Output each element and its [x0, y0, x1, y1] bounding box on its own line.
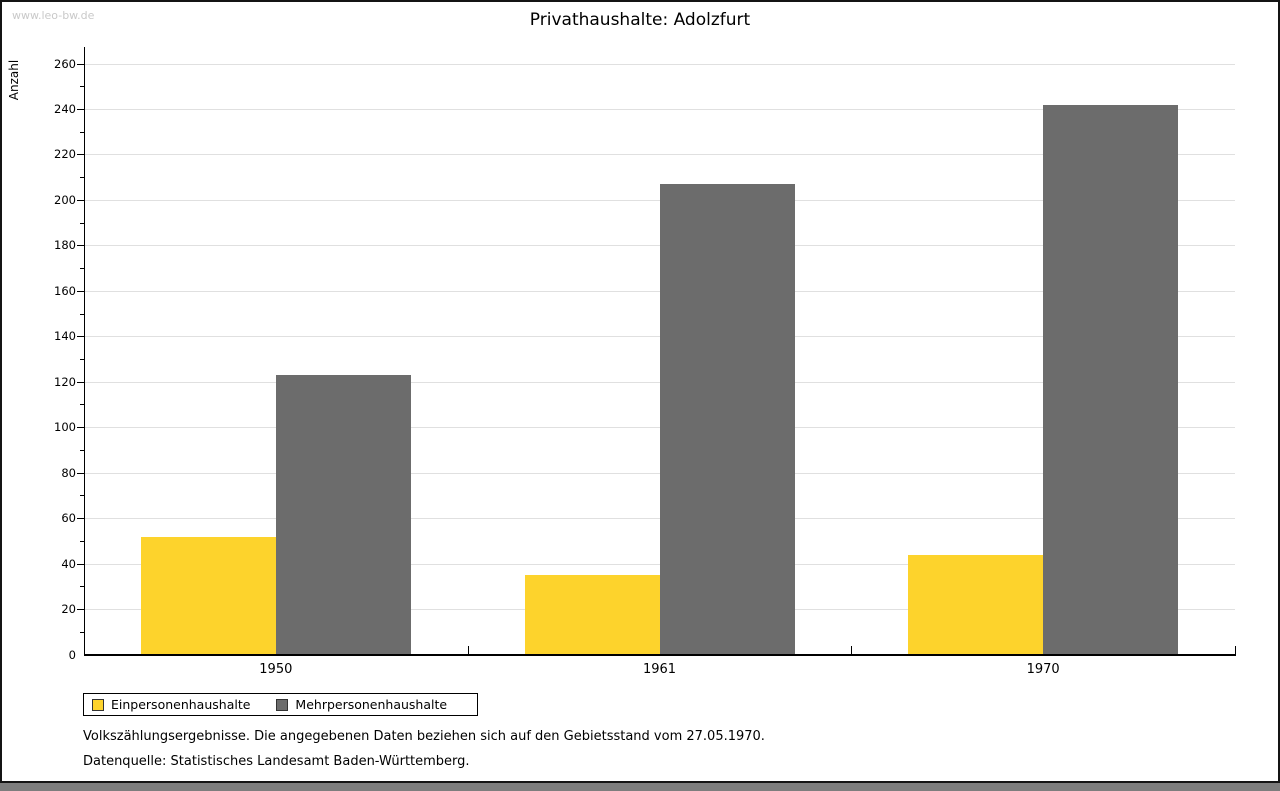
y-major-tick [77, 290, 84, 292]
y-tick-label: 240 [54, 101, 76, 116]
watermark: www.leo-bw.de [12, 9, 95, 22]
y-minor-tick [80, 313, 84, 315]
bar-einpersonenhaushalte-1950 [140, 536, 276, 655]
footnote-datenquelle: Datenquelle: Statistisches Landesamt Bad… [83, 754, 470, 769]
y-minor-tick [80, 586, 84, 588]
y-major-tick [77, 609, 84, 611]
x-tick-label: 1961 [642, 662, 677, 677]
y-gridline [84, 108, 1235, 110]
y-major-tick [77, 518, 84, 520]
y-major-tick [77, 381, 84, 383]
bar-mehrpersonenhaushalte-1950 [275, 375, 411, 655]
y-tick-label: 0 [68, 647, 76, 662]
y-minor-tick [80, 404, 84, 406]
y-major-tick [77, 154, 84, 156]
x-axis-tick [851, 646, 853, 655]
x-axis-tick [467, 646, 469, 655]
y-minor-tick [80, 222, 84, 224]
y-gridline [84, 154, 1235, 156]
y-axis-line [84, 47, 85, 655]
y-minor-tick [80, 495, 84, 497]
y-tick-label: 80 [61, 465, 76, 480]
legend: Einpersonenhaushalte Mehrpersonenhaushal… [83, 693, 478, 716]
x-axis-tick [1235, 646, 1236, 655]
x-tick-label: 1970 [1026, 662, 1060, 677]
y-tick-label: 40 [61, 556, 76, 571]
y-tick-label: 140 [54, 329, 76, 344]
y-tick-label: 160 [54, 283, 76, 298]
bottom-scrollbar-strip [0, 783, 1280, 791]
bar-einpersonenhaushalte-1961 [524, 575, 660, 655]
x-axis-line [84, 654, 1236, 656]
y-tick-label: 180 [54, 238, 76, 253]
bar-einpersonenhaushalte-1970 [908, 554, 1044, 655]
y-gridline [84, 63, 1235, 65]
legend-swatch-einpersonenhaushalte [92, 698, 104, 711]
y-major-tick [77, 63, 84, 65]
y-tick-label: 220 [54, 147, 76, 162]
page-title: Privathaushalte: Adolzfurt [529, 10, 751, 30]
y-minor-tick [80, 359, 84, 360]
y-minor-tick [80, 86, 84, 88]
legend-swatch-mehrpersonenhaushalte [276, 698, 289, 711]
y-major-tick [77, 199, 84, 201]
y-minor-tick [80, 631, 84, 633]
y-tick-label: 200 [54, 192, 76, 207]
legend-label: Mehrpersonenhaushalte [295, 697, 448, 712]
bar-mehrpersonenhaushalte-1970 [1043, 104, 1179, 655]
x-tick-label: 1950 [259, 662, 293, 677]
legend-entry: Mehrpersonenhaushalte [276, 697, 447, 712]
y-major-tick [77, 245, 84, 247]
y-minor-tick [80, 177, 84, 179]
y-tick-label: 60 [61, 511, 76, 526]
legend-label: Einpersonenhaushalte [111, 697, 251, 712]
y-major-tick [77, 336, 84, 338]
y-minor-tick [80, 449, 84, 451]
y-tick-label: 120 [54, 374, 76, 389]
y-tick-label: 100 [54, 420, 76, 435]
bar-mehrpersonenhaushalte-1961 [659, 184, 795, 655]
y-minor-tick [80, 540, 84, 542]
y-minor-tick [80, 268, 84, 270]
y-major-tick [77, 563, 84, 565]
footnote-gebietsstand: Volkszählungsergebnisse. Die angegebenen… [83, 729, 765, 744]
y-major-tick [77, 427, 84, 429]
y-tick-label: 20 [61, 602, 76, 617]
y-minor-tick [80, 131, 84, 133]
y-tick-label: 260 [54, 56, 76, 71]
y-major-tick [77, 108, 84, 110]
y-major-tick [77, 472, 84, 474]
legend-entry: Einpersonenhaushalte [92, 697, 250, 712]
